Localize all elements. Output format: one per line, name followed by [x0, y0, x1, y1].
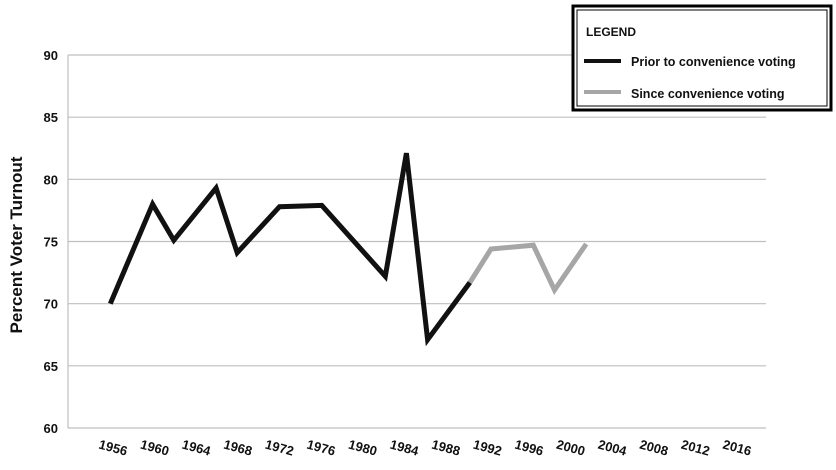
x-tick-label: 1960: [139, 437, 171, 459]
y-tick-label: 80: [44, 172, 58, 187]
series-lines: [107, 152, 589, 347]
legend-inner-border: [576, 9, 828, 107]
x-tick-label: 1956: [97, 437, 129, 459]
gridlines: [67, 54, 766, 429]
y-tick-labels: 60 65 70 75 80 85 90: [44, 48, 58, 436]
y-tick-label: 60: [44, 421, 58, 436]
y-tick-label: 75: [44, 235, 58, 250]
x-tick-label: 1968: [222, 437, 254, 459]
x-tick-label: 2004: [596, 437, 629, 459]
x-tick-label: 1976: [305, 437, 337, 459]
x-tick-label: 1980: [347, 437, 379, 459]
x-tick-label: 1972: [264, 437, 296, 459]
x-tick-labels: 1956 1960 1964 1968 1972 1976 1980 1984 1988 1992…: [97, 437, 753, 459]
x-tick-label: 1992: [472, 437, 504, 459]
y-axis-label: Percent Voter Turnout: [7, 156, 26, 333]
legend-box: [571, 4, 833, 112]
y-tick-label: 85: [44, 110, 58, 125]
series-line-prior: [107, 152, 472, 347]
x-tick-label: 2016: [721, 437, 753, 459]
y-tick-label: 90: [44, 48, 58, 63]
x-tick-label: 1984: [388, 437, 421, 459]
x-tick-label: 2008: [638, 437, 670, 459]
legend-label-since: Since convenience voting: [631, 87, 785, 101]
x-tick-label: 1996: [513, 437, 545, 459]
x-tick-label: 2000: [555, 437, 587, 459]
legend-label-prior: Prior to convenience voting: [631, 55, 796, 69]
x-tick-label: 1988: [430, 437, 462, 459]
series-line-since: [467, 242, 589, 295]
x-tick-label: 1964: [180, 437, 213, 459]
x-tick-label: 2012: [680, 437, 712, 459]
legend-title: LEGEND: [586, 25, 636, 39]
y-tick-label: 65: [44, 359, 58, 374]
y-tick-label: 70: [44, 297, 58, 312]
legend: LEGEND Prior to convenience voting Since…: [571, 4, 833, 112]
